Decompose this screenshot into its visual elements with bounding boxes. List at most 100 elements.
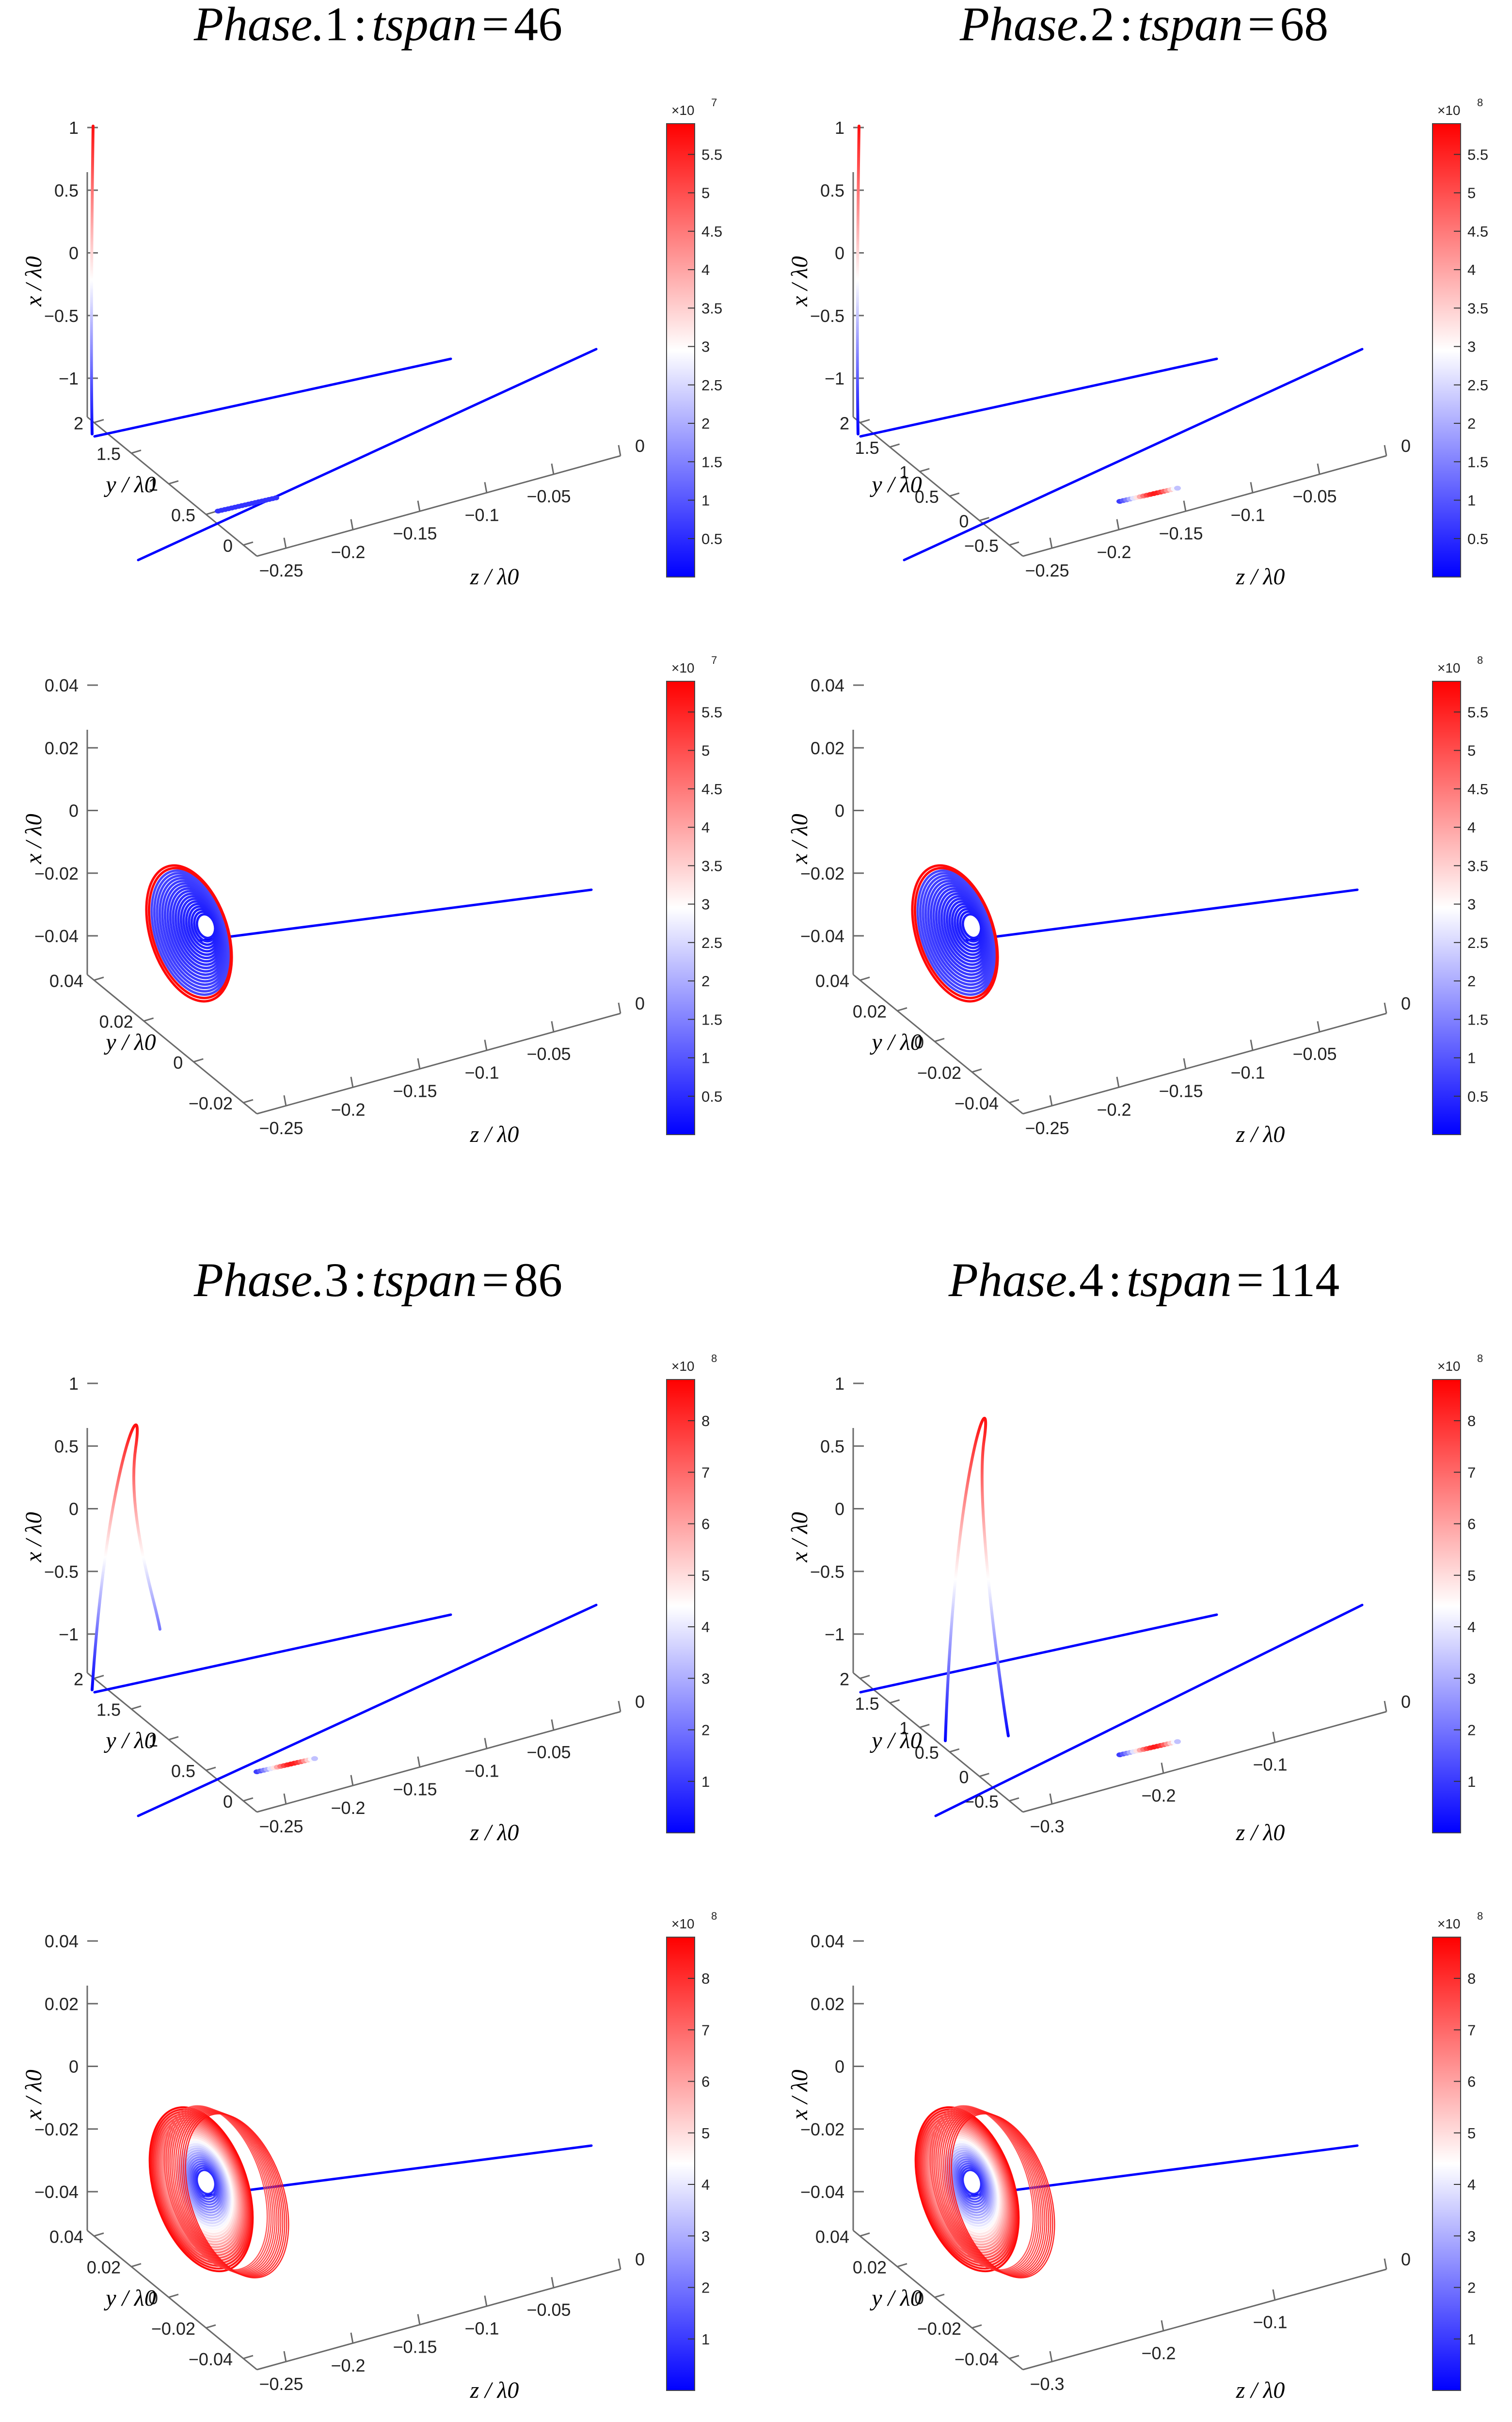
colorbar-tick-label: 4 [701,2176,710,2193]
y-axis-label: y / λ0 [103,2285,156,2311]
y-axis-label: y / λ0 [103,1728,156,1753]
colorbar-exponent-power: 8 [1477,96,1483,109]
colorbar-tick-label: 3.5 [701,857,722,874]
colorbar-exponent-base: ×10 [671,1359,695,1374]
vertical-trajectory [90,125,95,435]
colorbar-gradient [1432,123,1461,577]
spiral-ring [165,2106,270,2271]
spiral-ring [177,2110,282,2276]
x-tick-label: 0 [69,243,79,263]
z-tick-label: −0.2 [1141,1785,1176,1805]
colorbar-tick-label: 5.5 [1467,146,1488,163]
colorbar-gradient [666,1937,695,2391]
phase-3-zoom-plot: 0.04 0.02 0 −0.02 −0.04 0.04 0.02 0 −0.02 −0.04 −0… [15,1886,742,2420]
y-tick-label: 0.02 [853,2258,887,2278]
colorbar-tick-label: 1 [1467,492,1476,509]
colorbar-tick-label: 0.5 [1467,530,1488,547]
y-tick-label: −0.5 [964,1792,999,1812]
y-tick-label: 0.04 [815,971,849,991]
z-tick-label: −0.3 [1030,2374,1064,2394]
beam-trajectory [859,1613,1218,1694]
x-tick-label: −0.5 [810,1562,844,1582]
colorbar-exponent-power: 8 [1477,1352,1483,1364]
y-tick-label: 0 [914,1032,924,1052]
z-axis-label: z / λ0 [470,1122,519,1147]
y-axis-label: y / λ0 [869,2285,922,2311]
colorbar-tick-label: 2 [1467,973,1476,990]
spiral-ring [951,2113,1055,2278]
colorbar-tick-label: 3 [701,896,710,913]
colorbar: 5.5 5 4.5 4 3.5 3 2.5 2 1.5 1 0.5 ×10 7 [666,96,722,577]
y-tick-label: 1.5 [855,1694,879,1714]
z-tick-label: −0.1 [464,2318,499,2338]
x-tick-label: 0 [69,2057,79,2077]
spiral-ring [935,2107,1040,2273]
spiral-ring [181,2149,228,2219]
y-tick-label: 0 [914,2288,924,2308]
y-axis-label: y / λ0 [869,1029,922,1055]
colorbar-tick-label: 0.5 [701,530,722,547]
z-tick-label: −0.15 [393,524,437,544]
colorbar-tick-label: 0.5 [701,1088,722,1105]
spiral-ring [943,2110,1048,2276]
spiral-ring [936,2134,1003,2238]
x-tick-label: −0.04 [800,2182,844,2202]
colorbar-exponent-power: 7 [711,654,717,666]
colorbar-tick-label: 5 [701,2125,710,2142]
y-axis-label: y / λ0 [869,1728,922,1753]
spiral-ring [192,2165,219,2200]
colorbar-tick-label: 1.5 [1467,453,1488,470]
z-tick-label: −0.15 [393,1780,437,1799]
spiral-ring [175,2109,280,2275]
tspan-variable: tspan [1126,1253,1232,1307]
z-tick-label: −0.2 [331,1100,365,1120]
phase-2-overview-plot: 1 0.5 0 −0.5 −1 2 1.5 1 0.5 0 −0.5 −0.25 −0.2 −0.15 −0… [780,73,1508,606]
z-tick-label: −0.05 [526,1742,571,1762]
x-tick-label: 0.02 [45,1994,79,2014]
y-tick-label: −0.04 [955,1093,999,1113]
x-axis-label: x / λ0 [21,256,47,306]
z-axis-label: z / λ0 [470,2377,519,2403]
colorbar-exponent-base: ×10 [1437,660,1461,675]
y-tick-label: 0 [148,2288,158,2308]
z-tick-label: −0.2 [331,542,365,562]
spiral-ring [954,2158,989,2208]
z-tick-label: −0.15 [393,2337,437,2357]
y-axis-label: y / λ0 [103,1029,156,1055]
colorbar-tick-label: 6 [701,1516,710,1533]
axes-box [86,1428,621,1813]
particle-trajectories [911,864,1359,1003]
beam-trajectory [137,348,598,561]
tspan-value: 68 [1280,0,1329,51]
beam-trajectory [859,357,1218,438]
colorbar-gradient [1432,1937,1461,2391]
y-tick-label: 1.5 [96,1700,121,1720]
spiral-ring [955,2160,987,2206]
arch-trajectory [91,1423,161,1691]
tspan-variable: tspan [1138,0,1243,51]
z-tick-label: −0.25 [259,1118,303,1138]
z-axis-label: z / λ0 [1236,564,1285,590]
x-tick-label: −1 [59,1624,79,1644]
phase-4-overview-plot: 1 0.5 0 −0.5 −1 2 1.5 1 0.5 0 −0.5 −0.3 −0.2 −0.1 0 x /… [780,1329,1508,1862]
colorbar-tick-label: 5.5 [701,704,722,721]
colorbar: 5.5 5 4.5 4 3.5 3 2.5 2 1.5 1 0.5 ×10 8 [1432,654,1488,1135]
x-tick-label: −0.04 [34,2182,79,2202]
z-tick-label: −0.05 [1292,486,1337,506]
colorbar-tick-label: 1 [701,2331,710,2348]
axes-box [852,1428,1387,1813]
z-tick-label: 0 [635,436,645,456]
colorbar-exponent-power: 7 [711,96,717,109]
colorbar-gradient [666,681,695,1135]
y-tick-label: −0.02 [189,1093,233,1113]
colorbar-exponent-base: ×10 [671,660,695,675]
phase-number: 2 [1090,0,1115,51]
phase-number: 1 [324,0,349,51]
spiral-ring [191,2163,220,2203]
colorbar-tick-label: 4.5 [1467,223,1488,240]
z-axis-label: z / λ0 [1236,2377,1285,2403]
beam-trajectory [934,1604,1364,1817]
colorbar: 8 7 6 5 4 3 2 1 ×10 8 [666,1352,717,1833]
spiral-ring [929,2105,1034,2271]
z-tick-label: 0 [635,994,645,1013]
